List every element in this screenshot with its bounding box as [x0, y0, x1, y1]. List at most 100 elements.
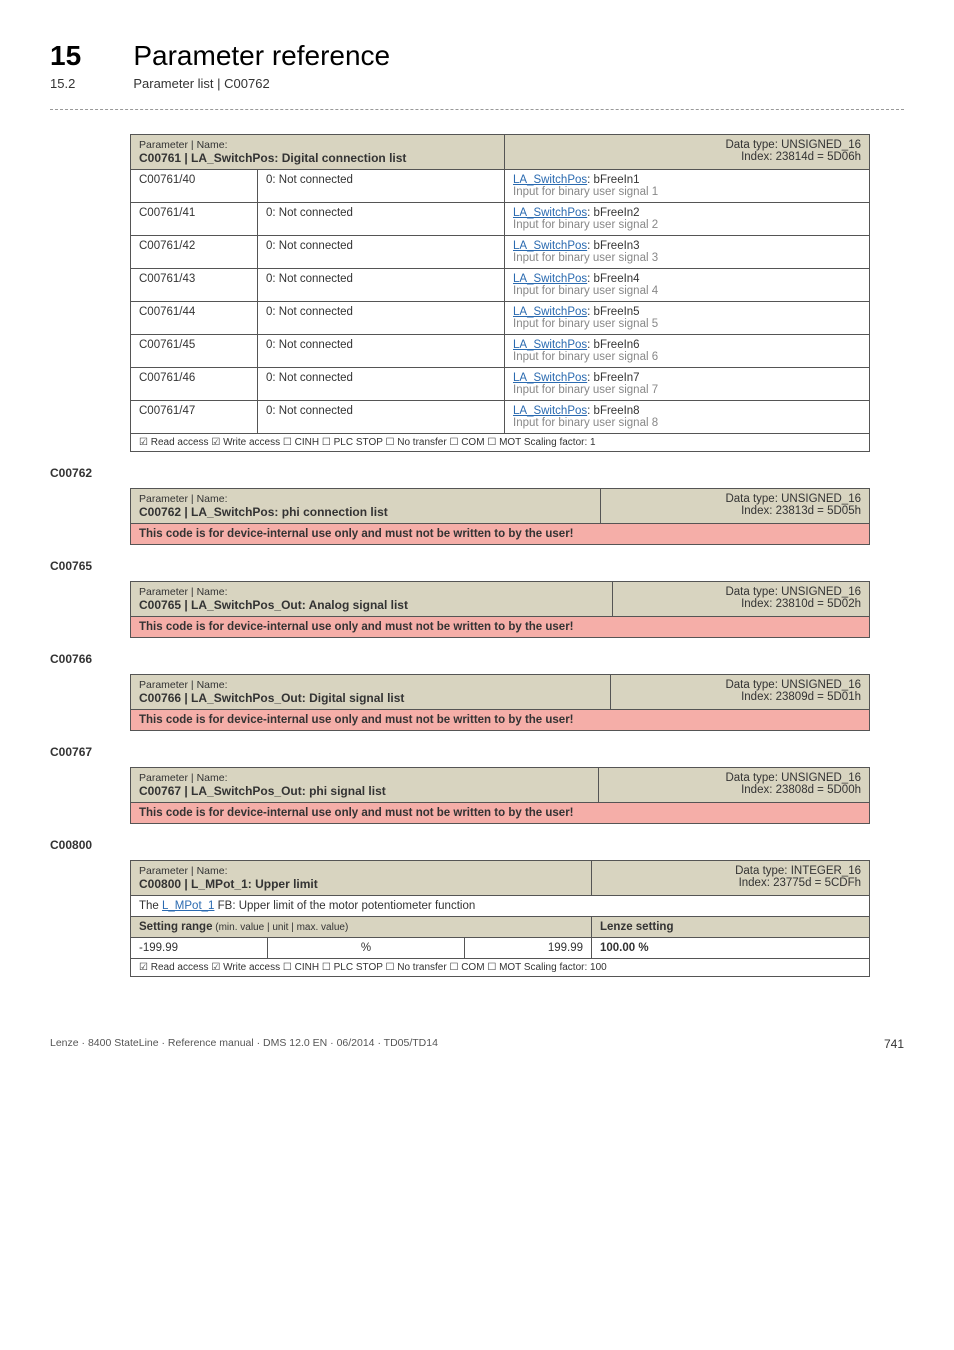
- link-la-switchpos[interactable]: LA_SwitchPos: [513, 174, 587, 186]
- param-footer: ☑ Read access ☑ Write access ☐ CINH ☐ PL…: [131, 434, 870, 452]
- chapter-number: 15: [50, 40, 130, 72]
- subcode: C00761/47: [131, 401, 258, 434]
- lenze-setting-header: Lenze setting: [592, 917, 870, 938]
- subcode: C00761/46: [131, 368, 258, 401]
- param-header-name: C00762 | LA_SwitchPos: phi connection li…: [139, 505, 388, 519]
- param-header-label: Parameter | Name:: [139, 139, 228, 151]
- param-header-label: Parameter | Name:: [139, 679, 228, 691]
- param-header-label: Parameter | Name:: [139, 493, 228, 505]
- param-header-label: Parameter | Name:: [139, 772, 228, 784]
- subsection-title: Parameter list | C00762: [133, 76, 269, 91]
- anchor-c00762: C00762: [50, 466, 904, 480]
- setting-max: 199.99: [465, 938, 592, 959]
- param-dtype: Data type: UNSIGNED_16: [725, 772, 861, 784]
- table-row: C00761/440: Not connectedLA_SwitchPos: b…: [131, 302, 870, 335]
- param-table-c00762: Parameter | Name: C00762 | LA_SwitchPos:…: [130, 488, 870, 545]
- table-row: C00761/420: Not connectedLA_SwitchPos: b…: [131, 236, 870, 269]
- param-header-label: Parameter | Name:: [139, 586, 228, 598]
- description: LA_SwitchPos: bFreeIn6Input for binary u…: [505, 335, 870, 368]
- link-la-switchpos[interactable]: LA_SwitchPos: [513, 306, 587, 318]
- param-dtype: Data type: UNSIGNED_16: [725, 493, 861, 505]
- param-header-label: Parameter | Name:: [139, 865, 228, 877]
- param-header-name: C00800 | L_MPot_1: Upper limit: [139, 877, 318, 891]
- subsection-header: 15.2 Parameter list | C00762: [50, 76, 904, 91]
- value: 0: Not connected: [258, 203, 505, 236]
- subcode: C00761/45: [131, 335, 258, 368]
- link-l-mpot-1[interactable]: L_MPot_1: [162, 900, 214, 912]
- page-header: 15 Parameter reference: [50, 40, 904, 72]
- param-table-c00767: Parameter | Name: C00767 | LA_SwitchPos_…: [130, 767, 870, 824]
- warning-row: This code is for device-internal use onl…: [131, 710, 870, 731]
- description: LA_SwitchPos: bFreeIn8Input for binary u…: [505, 401, 870, 434]
- table-row: C00761/410: Not connectedLA_SwitchPos: b…: [131, 203, 870, 236]
- value: 0: Not connected: [258, 170, 505, 203]
- param-header-name: C00766 | LA_SwitchPos_Out: Digital signa…: [139, 691, 404, 705]
- table-row: C00761/430: Not connectedLA_SwitchPos: b…: [131, 269, 870, 302]
- warning-row: This code is for device-internal use onl…: [131, 617, 870, 638]
- param-table-c00800: Parameter | Name: C00800 | L_MPot_1: Upp…: [130, 860, 870, 977]
- param-header-left: Parameter | Name: C00761 | LA_SwitchPos:…: [131, 135, 505, 170]
- param-dtype: Data type: UNSIGNED_16: [725, 139, 861, 151]
- link-la-switchpos[interactable]: LA_SwitchPos: [513, 240, 587, 252]
- description: LA_SwitchPos: bFreeIn3Input for binary u…: [505, 236, 870, 269]
- link-la-switchpos[interactable]: LA_SwitchPos: [513, 273, 587, 285]
- value: 0: Not connected: [258, 335, 505, 368]
- param-table-c00765: Parameter | Name: C00765 | LA_SwitchPos_…: [130, 581, 870, 638]
- table-row: C00761/400: Not connectedLA_SwitchPos: b…: [131, 170, 870, 203]
- setting-range-header: Setting range (min. value | unit | max. …: [131, 917, 592, 938]
- param-dtype: Data type: UNSIGNED_16: [725, 679, 861, 691]
- param-description: The L_MPot_1 FB: Upper limit of the moto…: [131, 896, 870, 917]
- page-number: 741: [884, 1037, 904, 1051]
- subcode: C00761/40: [131, 170, 258, 203]
- description: LA_SwitchPos: bFreeIn1Input for binary u…: [505, 170, 870, 203]
- anchor-c00766: C00766: [50, 652, 904, 666]
- param-header-left: Parameter | Name: C00766 | LA_SwitchPos_…: [131, 675, 611, 710]
- link-la-switchpos[interactable]: LA_SwitchPos: [513, 405, 587, 417]
- subcode: C00761/41: [131, 203, 258, 236]
- lenze-value: 100.00 %: [592, 938, 870, 959]
- subcode: C00761/43: [131, 269, 258, 302]
- anchor-c00800: C00800: [50, 838, 904, 852]
- param-dtype: Data type: UNSIGNED_16: [725, 586, 861, 598]
- value: 0: Not connected: [258, 236, 505, 269]
- value: 0: Not connected: [258, 368, 505, 401]
- description: LA_SwitchPos: bFreeIn7Input for binary u…: [505, 368, 870, 401]
- param-header-right: Data type: UNSIGNED_16 Index: 23809d = 5…: [610, 675, 869, 710]
- param-index: Index: 23813d = 5D05h: [741, 505, 861, 517]
- divider: [50, 109, 904, 110]
- table-row: C00761/460: Not connectedLA_SwitchPos: b…: [131, 368, 870, 401]
- param-table-c00761: Parameter | Name: C00761 | LA_SwitchPos:…: [130, 134, 870, 452]
- anchor-c00767: C00767: [50, 745, 904, 759]
- description: LA_SwitchPos: bFreeIn2Input for binary u…: [505, 203, 870, 236]
- setting-min: -199.99: [131, 938, 268, 959]
- chapter-title: Parameter reference: [133, 40, 390, 72]
- param-header-left: Parameter | Name: C00765 | LA_SwitchPos_…: [131, 582, 613, 617]
- value: 0: Not connected: [258, 401, 505, 434]
- param-index: Index: 23808d = 5D00h: [741, 784, 861, 796]
- param-index: Index: 23809d = 5D01h: [741, 691, 861, 703]
- param-table-c00766: Parameter | Name: C00766 | LA_SwitchPos_…: [130, 674, 870, 731]
- description: LA_SwitchPos: bFreeIn4Input for binary u…: [505, 269, 870, 302]
- link-la-switchpos[interactable]: LA_SwitchPos: [513, 207, 587, 219]
- subcode: C00761/44: [131, 302, 258, 335]
- param-index: Index: 23810d = 5D02h: [741, 598, 861, 610]
- link-la-switchpos[interactable]: LA_SwitchPos: [513, 372, 587, 384]
- setting-unit: %: [268, 938, 465, 959]
- param-dtype: Data type: INTEGER_16: [735, 865, 861, 877]
- param-header-right: Data type: UNSIGNED_16 Index: 23808d = 5…: [599, 768, 870, 803]
- table-row: C00761/450: Not connectedLA_SwitchPos: b…: [131, 335, 870, 368]
- param-header-name: C00765 | LA_SwitchPos_Out: Analog signal…: [139, 598, 408, 612]
- param-header-right: Data type: UNSIGNED_16 Index: 23814d = 5…: [505, 135, 870, 170]
- anchor-c00765: C00765: [50, 559, 904, 573]
- param-header-right: Data type: UNSIGNED_16 Index: 23810d = 5…: [612, 582, 869, 617]
- param-header-left: Parameter | Name: C00800 | L_MPot_1: Upp…: [131, 861, 592, 896]
- param-header-left: Parameter | Name: C00762 | LA_SwitchPos:…: [131, 489, 601, 524]
- warning-row: This code is for device-internal use onl…: [131, 803, 870, 824]
- param-header-right: Data type: UNSIGNED_16 Index: 23813d = 5…: [600, 489, 869, 524]
- warning-row: This code is for device-internal use onl…: [131, 524, 870, 545]
- link-la-switchpos[interactable]: LA_SwitchPos: [513, 339, 587, 351]
- footer-text: Lenze · 8400 StateLine · Reference manua…: [50, 1037, 438, 1051]
- param-header-name: C00767 | LA_SwitchPos_Out: phi signal li…: [139, 784, 386, 798]
- param-header-left: Parameter | Name: C00767 | LA_SwitchPos_…: [131, 768, 599, 803]
- param-index: Index: 23814d = 5D06h: [741, 151, 861, 163]
